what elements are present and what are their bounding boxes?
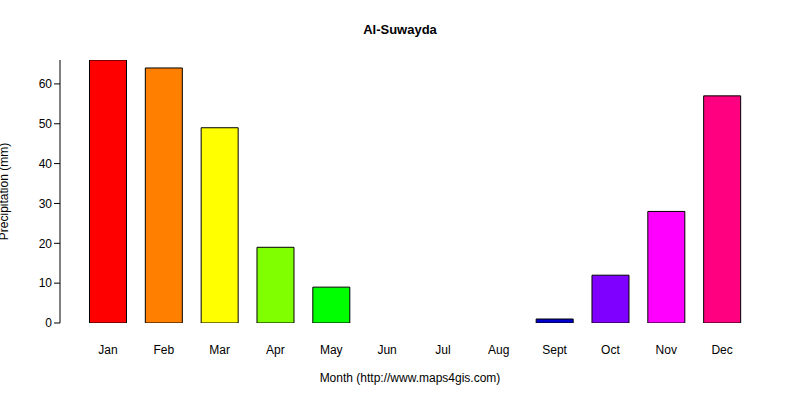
svg-text:0: 0	[45, 316, 52, 330]
svg-text:50: 50	[39, 117, 53, 131]
svg-text:Feb: Feb	[153, 343, 174, 357]
svg-text:30: 30	[39, 197, 53, 211]
svg-text:Apr: Apr	[266, 343, 285, 357]
svg-text:60: 60	[39, 77, 53, 91]
svg-text:Oct: Oct	[601, 343, 620, 357]
svg-text:Sept: Sept	[542, 343, 567, 357]
svg-text:40: 40	[39, 157, 53, 171]
svg-text:Month (http://www.maps4gis.com: Month (http://www.maps4gis.com)	[320, 371, 501, 385]
svg-text:Jan: Jan	[98, 343, 117, 357]
svg-text:May: May	[320, 343, 343, 357]
svg-text:10: 10	[39, 276, 53, 290]
svg-text:20: 20	[39, 237, 53, 251]
svg-text:Aug: Aug	[488, 343, 509, 357]
svg-text:Nov: Nov	[656, 343, 677, 357]
svg-text:Jun: Jun	[377, 343, 396, 357]
svg-text:Mar: Mar	[209, 343, 230, 357]
svg-text:Jul: Jul	[435, 343, 450, 357]
svg-text:Precipitation (mm): Precipitation (mm)	[8, 143, 11, 240]
svg-text:Dec: Dec	[711, 343, 732, 357]
html-text:Al-Suwayda: Al-Suwayda	[363, 22, 437, 37]
